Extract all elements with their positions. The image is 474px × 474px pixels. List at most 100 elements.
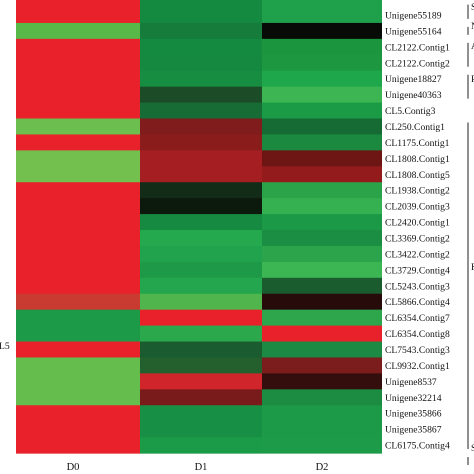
- heatmap-cell: [262, 214, 382, 231]
- heatmap-cell: [16, 357, 140, 374]
- heatmap-cell: [140, 70, 262, 88]
- row-label: CL250.Contig1: [385, 122, 445, 133]
- heatmap-cell: [16, 54, 140, 72]
- heatmap-cell: [262, 325, 382, 343]
- heatmap-cell: [16, 341, 140, 359]
- row-label: CL6354.Contig8: [385, 329, 450, 340]
- row-label: Unigene18827: [385, 74, 442, 85]
- heatmap-cell: [16, 230, 140, 247]
- row-label: CL3729.Contig4: [385, 265, 450, 276]
- heatmap-cell: [16, 134, 140, 151]
- heatmap-cells: [16, 0, 382, 454]
- row-label: CL9932.Contig1: [385, 361, 450, 372]
- heatmap-cell: [262, 261, 382, 279]
- row-label: Unigene35867: [385, 425, 442, 436]
- row-label: CL2420.Contig1: [385, 218, 450, 229]
- row-label: CL3369.Contig2: [385, 233, 450, 244]
- column-label: D1: [195, 462, 208, 473]
- heatmap-cell: [262, 150, 382, 167]
- heatmap-cell: [16, 0, 140, 8]
- heatmap-cell: [140, 0, 262, 8]
- heatmap-cell: [140, 7, 262, 24]
- heatmap-cell: [262, 134, 382, 151]
- heatmap-cell: [16, 150, 140, 167]
- heatmap-cell: [262, 118, 382, 136]
- heatmap-cell: [262, 198, 382, 215]
- group-label: N: [471, 21, 474, 32]
- heatmap-cell: [262, 277, 382, 295]
- heatmap-cell: [140, 230, 262, 247]
- heatmap-cell: [16, 389, 140, 406]
- heatmap-cell: [262, 0, 382, 8]
- heatmap-cell: [16, 214, 140, 231]
- heatmap-cell: [262, 245, 382, 263]
- heatmap-cell: [16, 38, 140, 56]
- row-label: CL7543.Contig3: [385, 345, 450, 356]
- heatmap-cell: [140, 421, 262, 438]
- group-label: A: [471, 41, 474, 52]
- heatmap-cell: [262, 421, 382, 438]
- heatmap-cell: [140, 54, 262, 72]
- heatmap-cell: [16, 373, 140, 390]
- heatmap-cell: [140, 405, 262, 422]
- heatmap-cell: [262, 437, 382, 454]
- heatmap-cell: [140, 22, 262, 40]
- heatmap-cell: [16, 118, 140, 136]
- row-label: Unigene55164: [385, 26, 442, 37]
- heatmap-cell: [16, 182, 140, 199]
- row-label: Unigene55189: [385, 10, 442, 21]
- heatmap-cell: [140, 245, 262, 263]
- heatmap-cell: [262, 38, 382, 56]
- row-label: CL6354.Contig7: [385, 313, 450, 324]
- heatmap-cell: [140, 38, 262, 56]
- heatmap-cell: [262, 70, 382, 88]
- heatmap-cell: [16, 22, 140, 40]
- heatmap-cell: [262, 54, 382, 72]
- heatmap-cell: [262, 102, 382, 120]
- row-label: CL1808.Contig5: [385, 170, 450, 181]
- group-label: F: [471, 262, 474, 273]
- heatmap-cell: [140, 293, 262, 311]
- row-label: CL2039.Contig3: [385, 202, 450, 213]
- heatmap-cell: [16, 421, 140, 438]
- row-label: Unigene35866: [385, 409, 442, 420]
- heatmap-cell: [16, 405, 140, 422]
- heatmap-cell: [262, 166, 382, 183]
- heatmap-cell: [140, 214, 262, 231]
- row-label: CL6175.Contig4: [385, 441, 450, 452]
- heatmap-cell: [262, 405, 382, 422]
- heatmap-cell: [140, 118, 262, 136]
- heatmap-cell: [16, 245, 140, 263]
- heatmap-cell: [16, 86, 140, 104]
- heatmap-cell: [140, 373, 262, 390]
- heatmap-cell: [140, 277, 262, 295]
- heatmap-cell: [16, 325, 140, 343]
- heatmap-cell: [262, 293, 382, 311]
- heatmap-cell: [262, 86, 382, 104]
- heatmap-cell: [16, 437, 140, 454]
- group-label: R: [471, 74, 474, 85]
- heatmap-cell: [16, 277, 140, 295]
- heatmap-cell: [16, 198, 140, 215]
- heatmap-cell: [262, 373, 382, 390]
- heatmap-cell: [262, 182, 382, 199]
- heatmap-cell: [16, 293, 140, 311]
- row-label: Unigene40363: [385, 90, 442, 101]
- heatmap-cell: [140, 134, 262, 151]
- heatmap-cell: [16, 309, 140, 327]
- heatmap-cell: [140, 437, 262, 454]
- heatmap-cell: [16, 166, 140, 183]
- heatmap-cell: [140, 341, 262, 359]
- heatmap-cell: [140, 166, 262, 183]
- row-label: CL5866.Contig4: [385, 297, 450, 308]
- row-labels: Unigene55189 Unigene55164 CL2122.Contig1 CL…: [385, 10, 450, 451]
- heatmap-cell: [262, 341, 382, 359]
- row-label: CL1808.Contig1: [385, 154, 450, 165]
- column-labels: D0 D1 D2: [67, 462, 329, 473]
- heatmap-cell: [140, 325, 262, 343]
- heatmap-cell: [16, 102, 140, 120]
- row-label: CL5.Contig3: [385, 106, 436, 117]
- heatmap-cell: [140, 198, 262, 215]
- heatmap-cell: [140, 389, 262, 406]
